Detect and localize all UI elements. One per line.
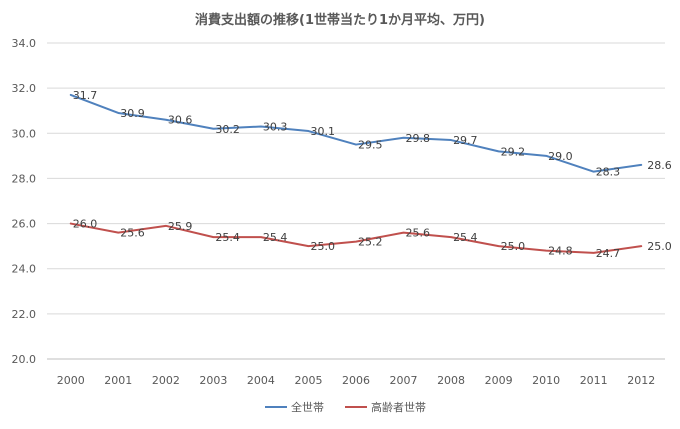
data-label: 25.0 bbox=[310, 240, 335, 253]
y-tick-label: 24.0 bbox=[12, 263, 37, 276]
legend-label: 全世帯 bbox=[291, 400, 324, 414]
x-tick-label: 2009 bbox=[485, 374, 513, 387]
y-tick-label: 28.0 bbox=[12, 172, 37, 185]
x-axis-ticks: 2000 2001 2002 2003 2004 2005 2006 2007 2008 2009… bbox=[57, 374, 655, 387]
x-tick-label: 2002 bbox=[152, 374, 180, 387]
data-label: 25.9 bbox=[168, 220, 193, 233]
x-tick-label: 2012 bbox=[627, 374, 655, 387]
y-tick-label: 26.0 bbox=[12, 218, 37, 231]
data-label: 24.7 bbox=[596, 247, 621, 260]
data-label: 30.3 bbox=[263, 121, 288, 134]
data-label: 29.2 bbox=[501, 145, 525, 158]
x-tick-label: 2007 bbox=[390, 374, 418, 387]
data-label: 25.4 bbox=[215, 231, 240, 244]
legend-label: 高齢者世帯 bbox=[371, 400, 426, 414]
data-label: 29.5 bbox=[358, 139, 383, 152]
x-tick-label: 2008 bbox=[437, 374, 465, 387]
y-axis-ticks: 20.0 22.0 24.0 26.0 28.0 30.0 32.0 34.0 bbox=[12, 37, 37, 366]
data-label: 25.4 bbox=[453, 231, 478, 244]
data-label: 29.8 bbox=[406, 132, 431, 145]
data-label: 28.6 bbox=[647, 159, 672, 172]
data-label: 30.9 bbox=[120, 107, 145, 120]
data-label: 25.6 bbox=[120, 227, 145, 240]
x-tick-label: 2000 bbox=[57, 374, 85, 387]
chart-title: 消費支出額の推移(1世帯当たり1か月平均、万円) bbox=[195, 12, 485, 28]
series-line bbox=[69, 222, 643, 254]
data-label: 30.2 bbox=[215, 123, 240, 136]
data-label: 30.1 bbox=[310, 125, 335, 138]
x-tick-label: 2006 bbox=[342, 374, 370, 387]
series-line bbox=[69, 93, 643, 173]
x-tick-label: 2004 bbox=[247, 374, 275, 387]
data-label: 30.6 bbox=[168, 114, 193, 127]
data-label: 24.8 bbox=[548, 245, 573, 258]
data-label: 29.0 bbox=[548, 150, 573, 163]
data-label: 31.7 bbox=[73, 89, 98, 102]
data-label: 29.7 bbox=[453, 134, 478, 147]
x-tick-label: 2005 bbox=[294, 374, 322, 387]
x-tick-label: 2001 bbox=[104, 374, 132, 387]
series-lines bbox=[69, 93, 643, 254]
data-label: 25.4 bbox=[263, 231, 288, 244]
y-tick-label: 30.0 bbox=[12, 127, 37, 140]
data-label: 25.2 bbox=[358, 236, 383, 249]
x-tick-label: 2010 bbox=[532, 374, 560, 387]
y-tick-label: 34.0 bbox=[12, 37, 37, 50]
y-tick-label: 32.0 bbox=[12, 82, 37, 95]
data-label: 26.0 bbox=[73, 218, 98, 231]
x-tick-label: 2003 bbox=[199, 374, 227, 387]
data-label: 25.0 bbox=[647, 240, 672, 253]
y-tick-label: 20.0 bbox=[12, 353, 37, 366]
y-tick-label: 22.0 bbox=[12, 308, 37, 321]
data-label: 25.0 bbox=[501, 240, 525, 253]
data-label: 25.6 bbox=[406, 227, 431, 240]
grid-lines bbox=[47, 42, 665, 360]
data-label: 28.3 bbox=[596, 166, 621, 179]
x-tick-label: 2011 bbox=[580, 374, 608, 387]
data-labels: 31.7 30.9 30.6 30.2 30.3 30.1 29.5 29.8 29.7 29.2… bbox=[73, 89, 672, 260]
legend: 全世帯 高齢者世帯 bbox=[265, 400, 426, 414]
